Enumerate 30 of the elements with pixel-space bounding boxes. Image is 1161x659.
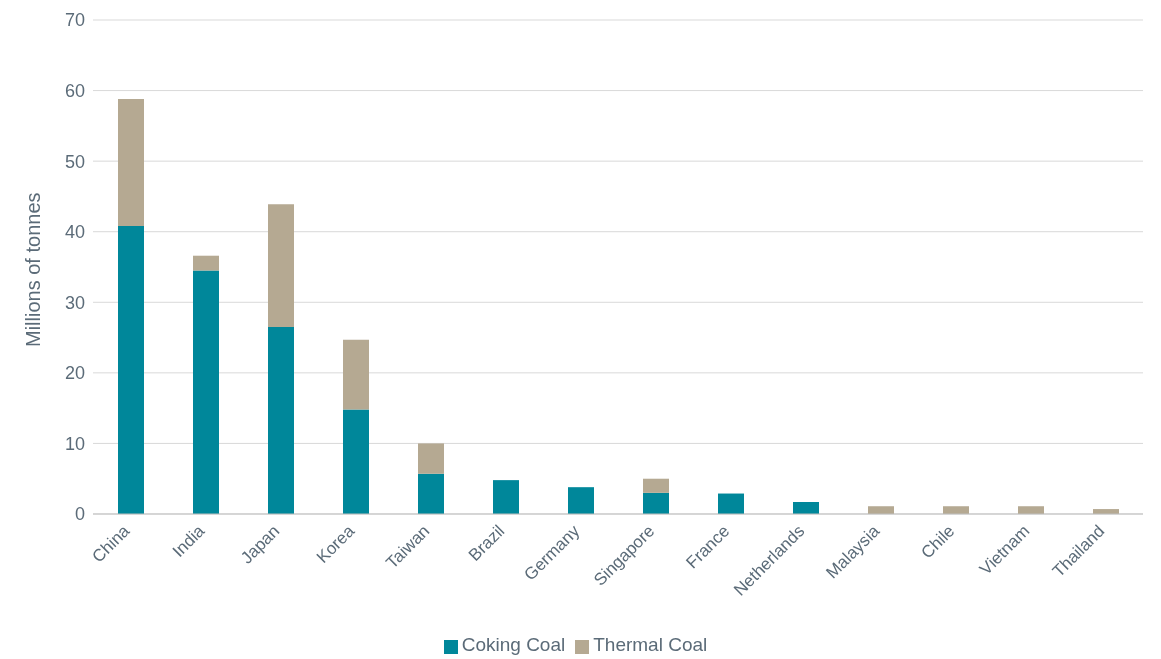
y-tick-label: 10 (64, 433, 85, 454)
y-tick-label: 60 (64, 80, 85, 101)
y-axis-title: Millions of tonnes (22, 192, 45, 347)
bar (343, 339, 369, 410)
bar (343, 409, 369, 514)
bar (643, 478, 669, 493)
bar (868, 506, 894, 514)
y-tick-label: 40 (64, 222, 85, 243)
y-tick-label: 20 (64, 363, 85, 384)
bar (118, 226, 144, 514)
bar (268, 326, 294, 514)
bar (793, 502, 819, 514)
bar (268, 204, 294, 327)
bar (943, 506, 969, 514)
legend-label: Thermal Coal (593, 634, 708, 655)
bar (1018, 506, 1044, 514)
bar (418, 473, 444, 514)
bar (718, 493, 744, 514)
y-tick-label: 30 (64, 292, 85, 313)
y-tick-label: 50 (64, 151, 85, 172)
bar (193, 270, 219, 514)
y-tick-label: 0 (74, 504, 85, 525)
legend-label: Coking Coal (461, 634, 566, 655)
bar (643, 492, 669, 514)
bar (193, 255, 219, 271)
bar (118, 99, 144, 227)
bar (493, 480, 519, 514)
y-tick-label: 70 (64, 10, 85, 31)
bar (418, 443, 444, 474)
bar (568, 487, 594, 514)
